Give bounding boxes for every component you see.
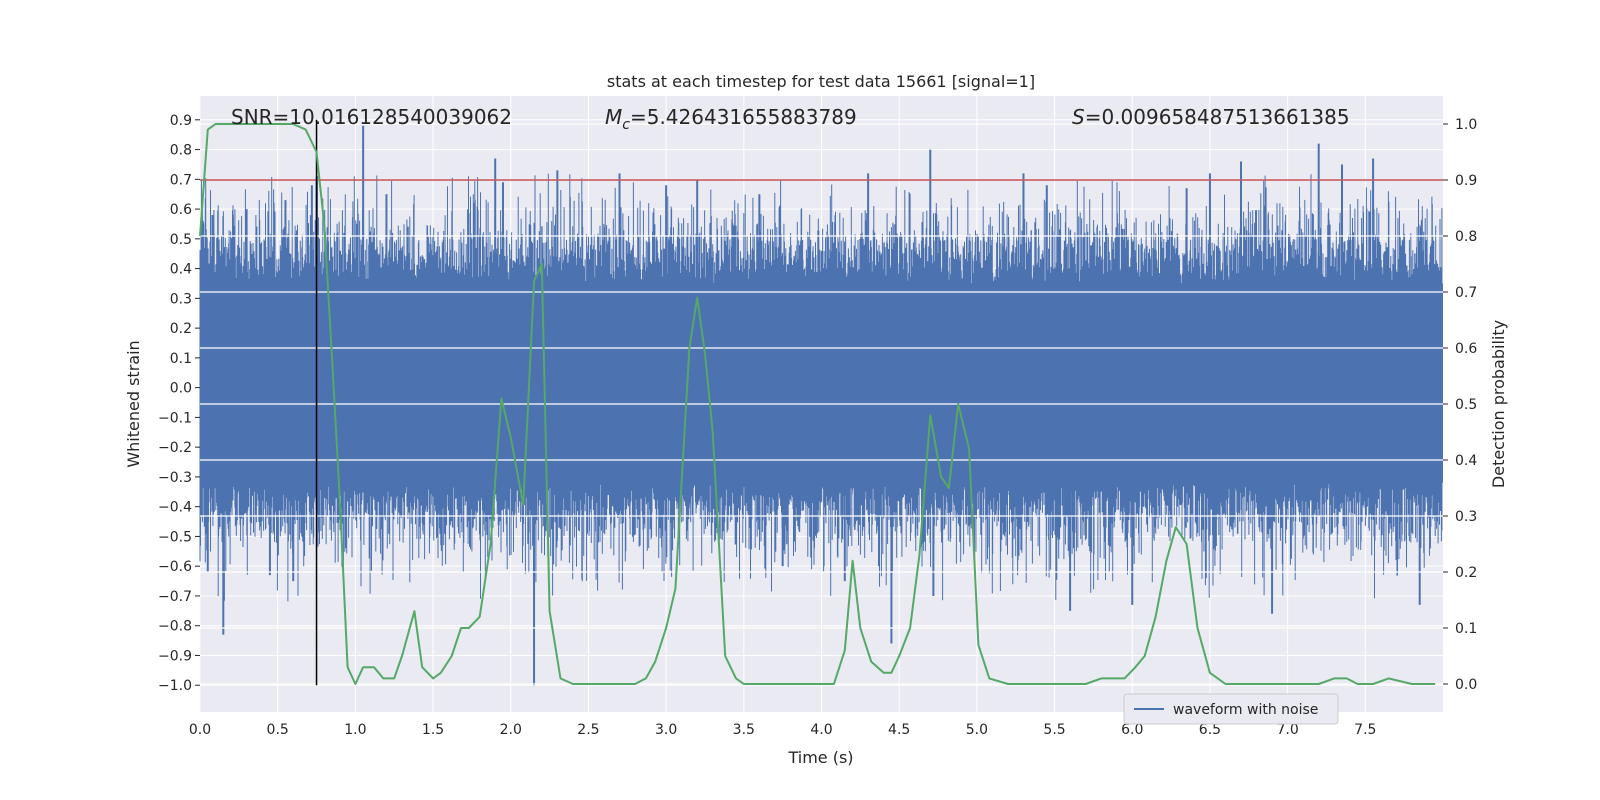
annotation-chirp-mass-subscript: c xyxy=(622,117,630,133)
x-tick-label: 4.5 xyxy=(888,722,910,738)
left-tick-label: 0.9 xyxy=(170,113,192,129)
x-tick-label: 3.0 xyxy=(655,722,677,738)
right-tick-label: 0.7 xyxy=(1455,285,1477,301)
right-y-axis-label: Detection probability xyxy=(1489,320,1508,488)
x-tick-label: 5.5 xyxy=(1043,722,1065,738)
left-tick-label: 0.0 xyxy=(170,381,192,397)
right-tick-label: 0.9 xyxy=(1455,173,1477,189)
legend-entry-waveform: waveform with noise xyxy=(1173,702,1318,718)
waveform-with-noise-line xyxy=(199,173,1443,602)
right-tick-label: 0.1 xyxy=(1455,621,1477,637)
left-tick-label: −0.1 xyxy=(158,410,192,426)
left-tick-label: 0.4 xyxy=(170,262,192,278)
x-tick-label: 2.0 xyxy=(500,722,522,738)
right-tick-label: 0.0 xyxy=(1455,677,1477,693)
left-tick-label: 0.6 xyxy=(170,202,192,218)
x-tick-label: 1.5 xyxy=(422,722,444,738)
left-tick-label: 0.2 xyxy=(170,321,192,337)
right-tick-label: 0.3 xyxy=(1455,509,1477,525)
right-tick-label: 0.8 xyxy=(1455,229,1477,245)
left-tick-label: −0.8 xyxy=(158,619,192,635)
left-y-ticks: 0.9 0.8 0.7 0.6 0.5 0.4 0.3 0.2 0.1 0.0 −0.1 −0.2 −0… xyxy=(158,113,200,694)
annotation-chirp-mass-symbol: M xyxy=(605,105,622,129)
right-tick-label: 0.2 xyxy=(1455,565,1477,581)
annotation-chirp-mass-value: =5.426431655883789 xyxy=(630,105,857,129)
x-tick-label: 5.0 xyxy=(966,722,988,738)
overlay-layer xyxy=(199,119,1443,686)
x-tick-label: 0.5 xyxy=(267,722,289,738)
left-tick-label: −0.5 xyxy=(158,529,192,545)
left-tick-label: −0.2 xyxy=(158,440,192,456)
detection-probability-line xyxy=(199,123,1436,685)
left-tick-label: 0.5 xyxy=(170,232,192,248)
right-tick-label: 0.4 xyxy=(1455,453,1477,469)
right-tick-label: 0.5 xyxy=(1455,397,1477,413)
waveform-noise-layer xyxy=(199,125,1443,686)
annotation-s: S=0.009658487513661385 xyxy=(1072,105,1350,129)
x-tick-label: 6.5 xyxy=(1199,722,1221,738)
left-tick-label: −0.4 xyxy=(158,500,192,516)
x-axis-label: Time (s) xyxy=(787,748,853,767)
x-tick-label: 1.0 xyxy=(344,722,366,738)
legend-box xyxy=(1123,693,1339,725)
left-tick-label: −0.3 xyxy=(158,470,192,486)
chart-title: stats at each timestep for test data 156… xyxy=(607,72,1035,91)
x-tick-label: 2.5 xyxy=(577,722,599,738)
left-tick-label: −0.6 xyxy=(158,559,192,575)
left-y-axis-label: Whitened strain xyxy=(124,340,143,467)
right-tick-label: 0.6 xyxy=(1455,341,1477,357)
left-tick-label: 0.7 xyxy=(170,172,192,188)
x-tick-label: 6.0 xyxy=(1121,722,1143,738)
x-tick-label: 4.0 xyxy=(810,722,832,738)
x-tick-label: 0.0 xyxy=(189,722,211,738)
annotation-snr: SNR=10.016128540039062 xyxy=(231,105,512,129)
right-y-ticks: 1.0 0.9 0.8 0.7 0.6 0.5 0.4 0.3 0.2 0.1 0.0 xyxy=(1443,117,1477,693)
annotation-s-symbol: S xyxy=(1072,105,1085,129)
x-tick-label: 7.0 xyxy=(1276,722,1298,738)
right-tick-label: 1.0 xyxy=(1455,117,1477,133)
left-tick-label: 0.1 xyxy=(170,351,192,367)
left-tick-label: −0.7 xyxy=(158,589,192,605)
legend: waveform with noise xyxy=(1123,693,1339,725)
left-tick-label: −0.9 xyxy=(158,648,192,664)
left-tick-label: 0.8 xyxy=(170,143,192,159)
x-ticks: 0.0 0.5 1.0 1.5 2.0 2.5 3.0 3.5 4.0 4.5 5.0 5.5 6.0 6… xyxy=(189,722,1377,738)
left-tick-label: 0.3 xyxy=(170,291,192,307)
annotation-chirp-mass: Mc=5.426431655883789 xyxy=(605,105,857,133)
x-tick-label: 7.5 xyxy=(1354,722,1376,738)
x-tick-label: 3.5 xyxy=(733,722,755,738)
annotation-s-value: =0.009658487513661385 xyxy=(1085,105,1350,129)
left-tick-label: −1.0 xyxy=(158,678,192,694)
